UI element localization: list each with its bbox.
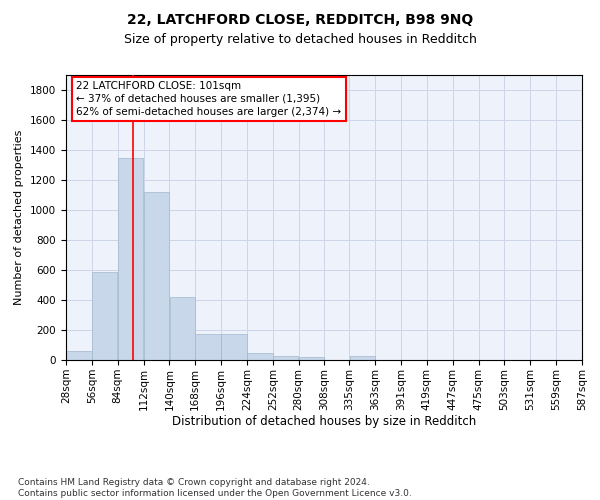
Text: Contains HM Land Registry data © Crown copyright and database right 2024.
Contai: Contains HM Land Registry data © Crown c… bbox=[18, 478, 412, 498]
Bar bbox=[144, 192, 169, 360]
Bar bbox=[221, 334, 247, 360]
Bar bbox=[92, 272, 118, 360]
Bar bbox=[118, 158, 143, 360]
Bar bbox=[247, 352, 272, 360]
Bar bbox=[170, 297, 195, 360]
Y-axis label: Number of detached properties: Number of detached properties bbox=[14, 130, 25, 305]
Bar bbox=[350, 356, 375, 360]
X-axis label: Distribution of detached houses by size in Redditch: Distribution of detached houses by size … bbox=[172, 416, 476, 428]
Text: Size of property relative to detached houses in Redditch: Size of property relative to detached ho… bbox=[124, 32, 476, 46]
Bar bbox=[273, 356, 298, 360]
Bar bbox=[196, 334, 221, 360]
Text: 22, LATCHFORD CLOSE, REDDITCH, B98 9NQ: 22, LATCHFORD CLOSE, REDDITCH, B98 9NQ bbox=[127, 12, 473, 26]
Bar bbox=[299, 357, 324, 360]
Bar bbox=[66, 351, 92, 360]
Text: 22 LATCHFORD CLOSE: 101sqm
← 37% of detached houses are smaller (1,395)
62% of s: 22 LATCHFORD CLOSE: 101sqm ← 37% of deta… bbox=[76, 80, 341, 117]
